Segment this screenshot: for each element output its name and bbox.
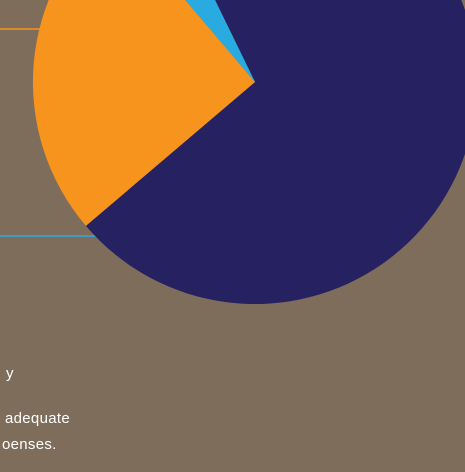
pie-slice-blue xyxy=(185,0,255,82)
pie-slice-orange xyxy=(32,0,255,226)
pie-slice-navy xyxy=(85,0,465,304)
partial-text-adequate: adequate xyxy=(5,410,70,427)
partial-text-expenses: oenses. xyxy=(2,436,57,453)
partial-text-y: y xyxy=(6,365,14,382)
